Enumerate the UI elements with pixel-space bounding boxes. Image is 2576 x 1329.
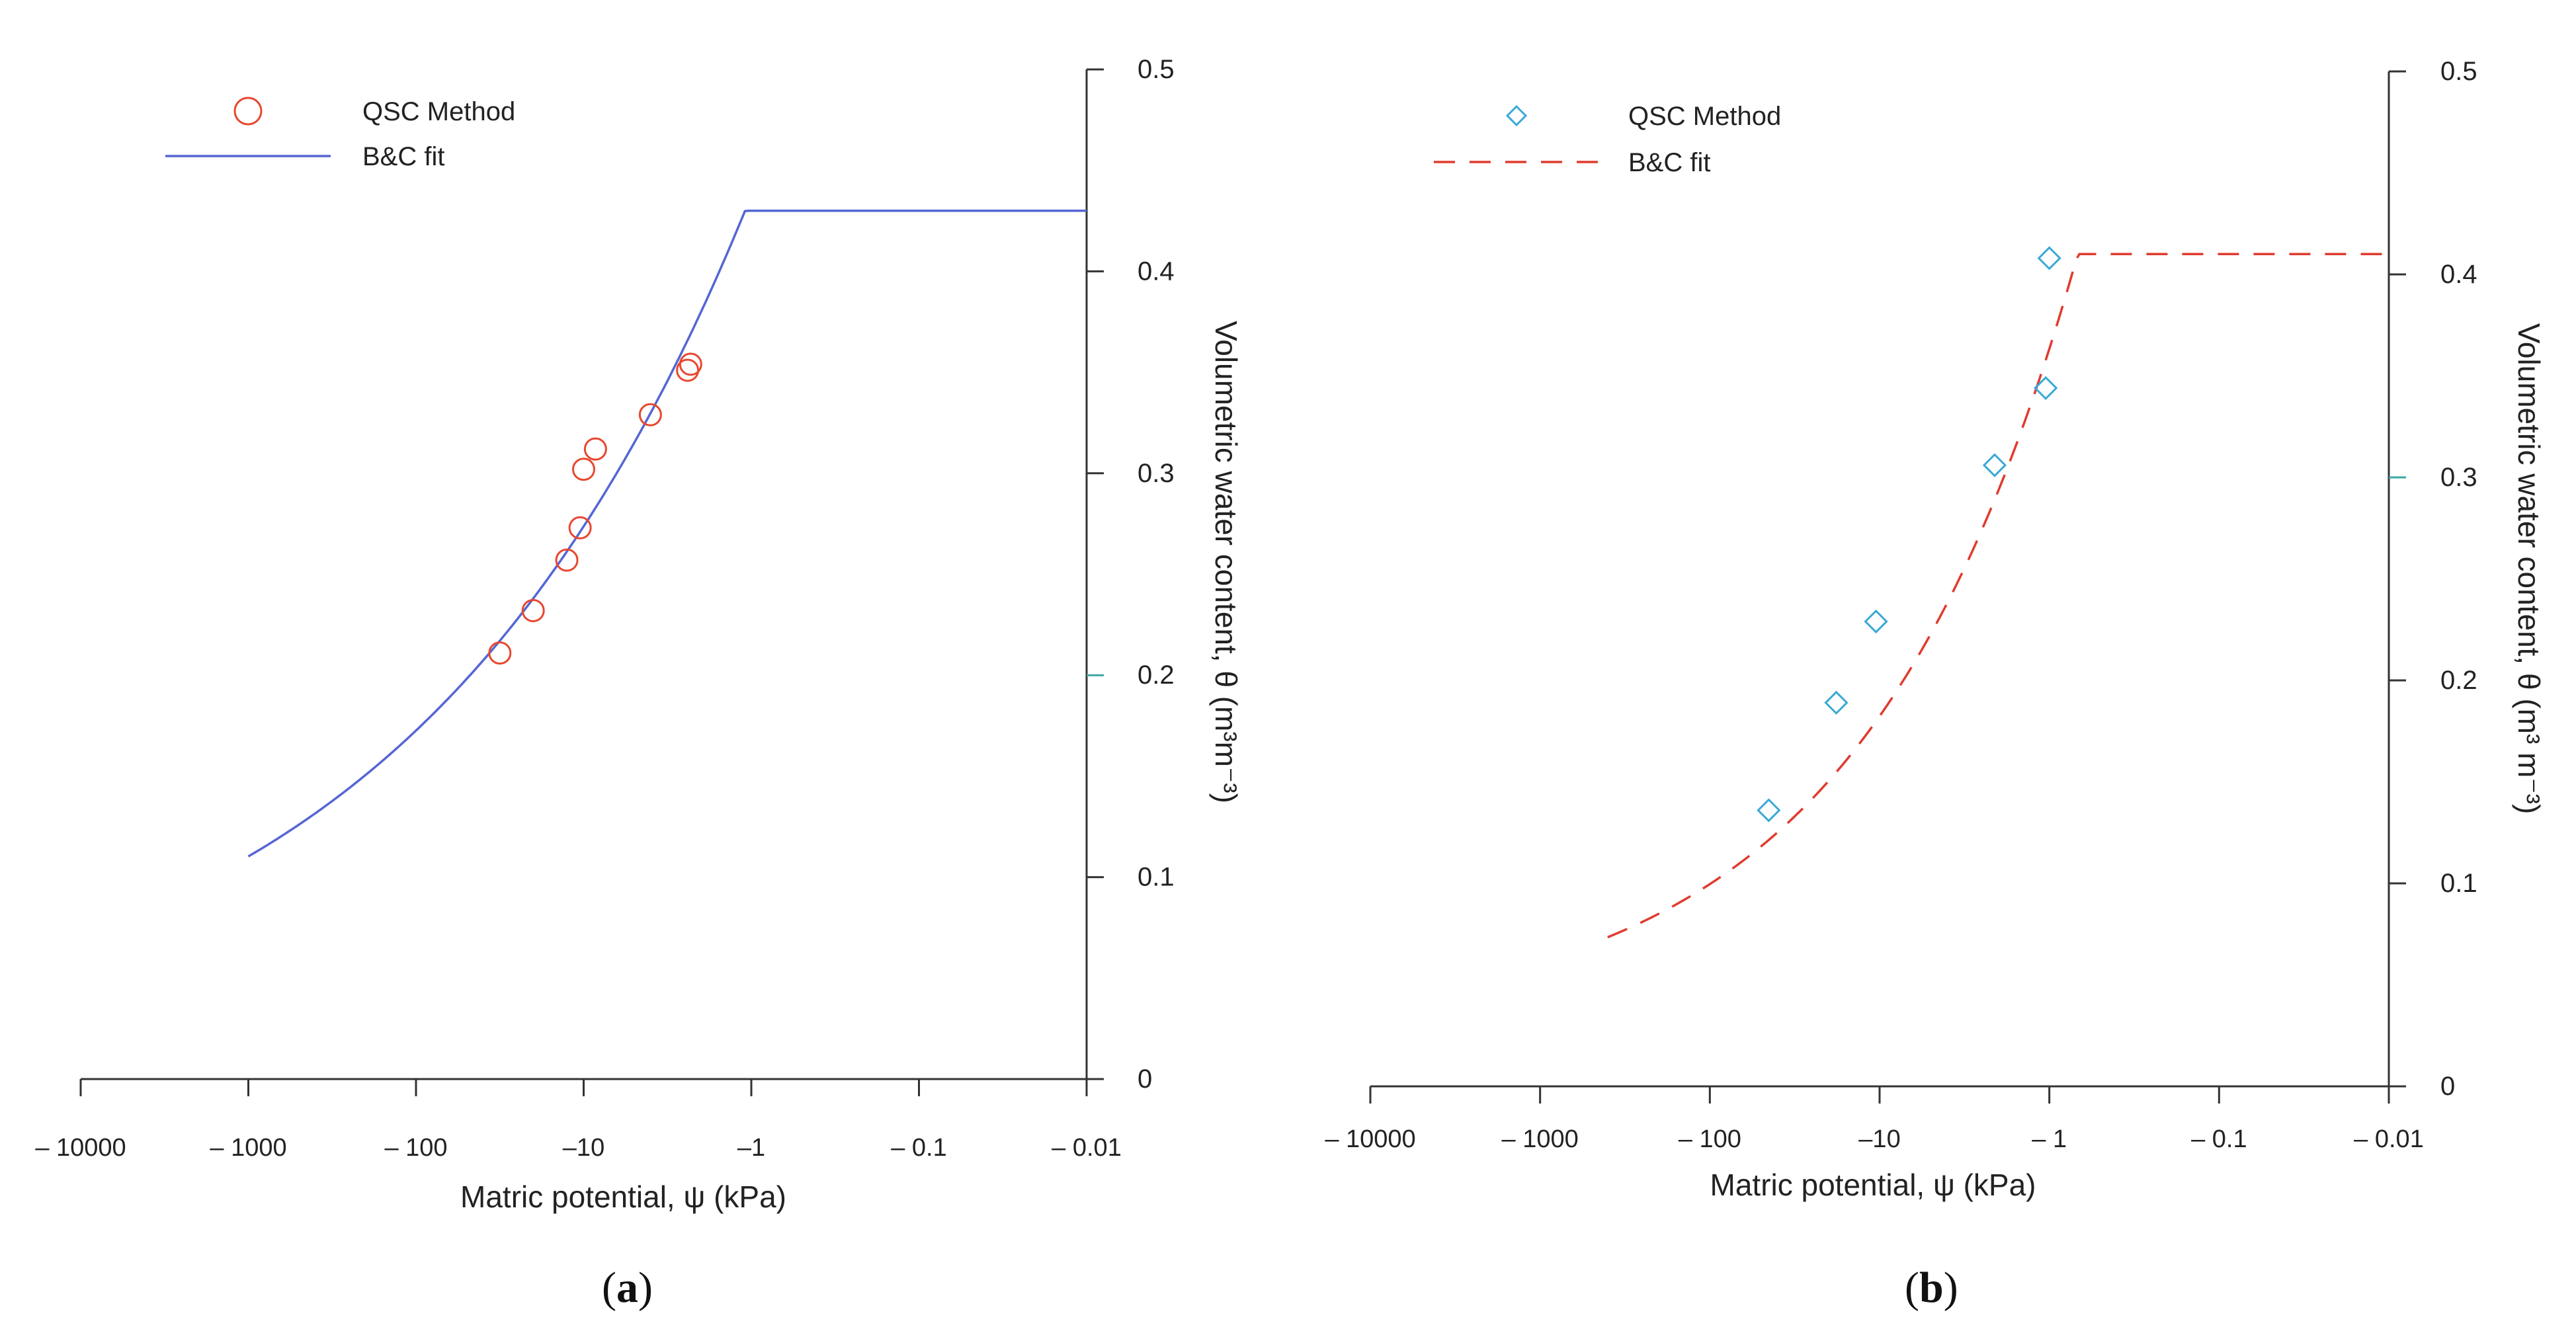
x-tick-label: – 1 <box>2032 1125 2067 1153</box>
fit-curve <box>247 210 1087 858</box>
x-tick-label: – 100 <box>384 1134 447 1162</box>
data-point <box>555 548 579 572</box>
legend-label-points: QSC Method <box>1628 102 1781 131</box>
y-tick-label: 0.2 <box>1138 661 1175 690</box>
y-tick-label: 0.5 <box>1138 55 1175 84</box>
x-tick-label: – 0.1 <box>891 1134 947 1162</box>
legend-label-fit: B&C fit <box>1628 148 1710 177</box>
y-axis-label: Volumetric water content, θ (m³ m⁻³) <box>2512 323 2546 815</box>
chart-panel-b: – 10000 – 1000 – 100 –10 – 1 – 0.1 – 0.01 0 0.1 0… <box>1325 57 2546 1202</box>
panel-label-b: (b) <box>1905 1264 1958 1312</box>
x-tick-label: – 1000 <box>1502 1125 1579 1153</box>
x-tick-label: – 10000 <box>35 1134 126 1162</box>
data-point <box>1982 453 2007 477</box>
y-tick-label: 0.1 <box>2440 869 2477 898</box>
x-tick-label: – 1000 <box>210 1134 286 1162</box>
y-tick-label: 0.1 <box>1138 863 1175 892</box>
x-tick-label: –10 <box>563 1134 604 1162</box>
y-tick-label: 0.4 <box>1138 257 1175 286</box>
data-point <box>1824 690 1849 715</box>
x-tick-label: – 0.01 <box>2354 1125 2424 1153</box>
data-point <box>521 598 545 622</box>
x-tick-label: – 0.1 <box>2191 1125 2247 1153</box>
x-axis-label: Matric potential, ψ (kPa) <box>1710 1168 2036 1202</box>
legend-label-fit: B&C fit <box>362 142 444 171</box>
x-tick-label: – 0.01 <box>1052 1134 1122 1162</box>
data-point <box>568 516 592 540</box>
panel-label-a: (a) <box>602 1264 653 1312</box>
panel-letter-b: b <box>1919 1264 1944 1312</box>
y-tick-label: 0.3 <box>1138 459 1175 488</box>
x-axis-label: Matric potential, ψ (kPa) <box>460 1180 786 1214</box>
data-point <box>488 641 512 665</box>
x-tick-label: –10 <box>1858 1125 1900 1153</box>
data-point <box>1757 798 1781 823</box>
legend-marker <box>233 97 263 126</box>
x-tick-label: – 10000 <box>1325 1125 1415 1153</box>
data-point <box>679 352 702 376</box>
y-tick-label: 0.3 <box>2440 463 2477 492</box>
y-tick-label: 0.2 <box>2440 666 2477 695</box>
data-point <box>1864 609 1888 634</box>
legend-label-points: QSC Method <box>362 97 515 126</box>
y-tick-label: 0 <box>2440 1072 2455 1101</box>
chart-panel-a: – 10000 – 1000 – 100 –10 –1 – 0.1 – 0.01 0 0.1 0.… <box>35 55 1243 1214</box>
y-tick-label: 0.5 <box>2440 57 2477 86</box>
x-tick-label: –1 <box>737 1134 765 1162</box>
data-point <box>583 437 607 461</box>
data-point <box>2037 246 2061 270</box>
y-axis-label: Volumetric water content, θ (m³m⁻³) <box>1209 321 1243 803</box>
legend-marker <box>1505 104 1528 127</box>
y-tick-label: 0 <box>1138 1065 1152 1094</box>
y-tick-label: 0.4 <box>2440 260 2477 289</box>
x-tick-label: – 100 <box>1679 1125 1741 1153</box>
data-point <box>638 403 662 426</box>
fit-curve <box>1607 253 2389 939</box>
data-point <box>2034 376 2058 401</box>
data-point <box>572 458 595 481</box>
panel-letter-a: a <box>616 1264 638 1312</box>
